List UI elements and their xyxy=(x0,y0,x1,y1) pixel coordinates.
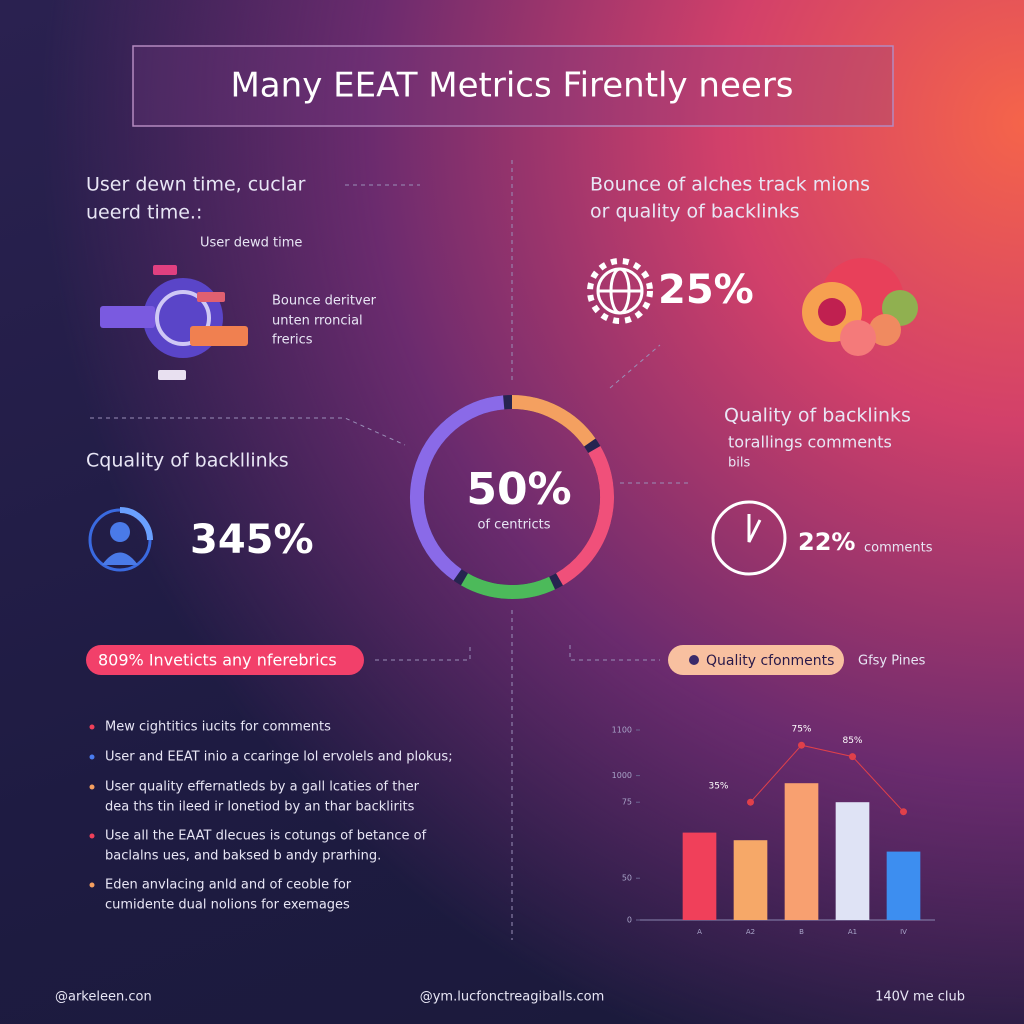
y-tick-label: 75 xyxy=(622,798,632,807)
bullet-dot xyxy=(89,724,95,730)
person-icon xyxy=(88,507,153,572)
bullet-text: baclalns ues, and baksed b andy prarhing… xyxy=(105,849,381,864)
y-tick-label: 50 xyxy=(622,874,632,883)
line-point xyxy=(747,798,754,806)
heading: User dewn time, cuclar xyxy=(86,174,306,196)
bar xyxy=(886,851,921,920)
bullet-text: Mew cightitics iucits for comments xyxy=(105,720,331,735)
stat: 345% xyxy=(190,517,314,563)
x-tick-label: A1 xyxy=(848,928,857,936)
bullet-dot xyxy=(89,882,95,888)
pill-dot xyxy=(689,655,699,665)
pill xyxy=(668,645,844,675)
footer: @ym.lucfonctreagiballs.com xyxy=(420,990,605,1005)
bar xyxy=(682,832,717,920)
y-tick-label: 1100 xyxy=(612,726,632,735)
y-tick-label: 0 xyxy=(627,916,632,925)
connector xyxy=(569,645,660,661)
line xyxy=(750,744,904,813)
connector xyxy=(90,417,406,446)
bullet-text: cumidente dual nolions for exemages xyxy=(105,898,350,913)
line-point xyxy=(900,808,907,816)
y-tick-label: 1000 xyxy=(612,771,632,780)
line-point xyxy=(849,753,856,761)
label: unten rroncial xyxy=(272,314,363,329)
x-tick-label: A2 xyxy=(746,928,755,936)
connector xyxy=(609,344,661,389)
label: comments xyxy=(864,541,933,556)
x-tick-label: A xyxy=(697,928,702,936)
bar xyxy=(733,840,768,920)
bar xyxy=(784,783,819,920)
connector xyxy=(375,645,471,661)
heading: ueerd time.: xyxy=(86,202,202,224)
bar xyxy=(835,802,870,920)
bullet-text: dea ths tin ileed ir lonetiod by an thar… xyxy=(105,800,415,815)
pill-text: Quality cfonments xyxy=(706,653,834,669)
footer: 140V me club xyxy=(875,990,965,1005)
bullet-text: Eden anvlacing anld and of ceoble for xyxy=(105,878,352,893)
donut xyxy=(410,395,614,599)
decorative-circles xyxy=(802,258,918,356)
stat: 22% xyxy=(798,528,855,556)
globe-icon xyxy=(587,258,653,324)
bullet-dot xyxy=(89,754,95,760)
label: bils xyxy=(728,456,750,471)
annotation: 75% xyxy=(791,725,811,735)
bullet-text: User quality effernatleds by a gall lcat… xyxy=(105,780,420,795)
heading: Bounce of alches track mions xyxy=(590,174,870,196)
bullet-dot xyxy=(89,784,95,790)
line-point xyxy=(798,741,805,749)
heading: or quality of backlinks xyxy=(590,201,800,223)
clock-icon xyxy=(711,500,787,576)
heading: Quality of backlinks xyxy=(724,405,911,427)
label: frerics xyxy=(272,333,313,348)
annotation: 85% xyxy=(842,736,862,746)
center-label: of centricts xyxy=(477,518,550,533)
title: Many EEAT Metrics Firently neers xyxy=(230,66,793,106)
bullet-text: User and EEAT inio a ccaringe lol ervole… xyxy=(105,750,453,765)
pill xyxy=(86,645,364,675)
label: Bounce deritver xyxy=(272,294,377,309)
illustration xyxy=(100,265,248,380)
label: torallings comments xyxy=(728,433,892,452)
x-tick-label: B xyxy=(799,928,804,936)
center-stat: 50% xyxy=(466,464,571,515)
label: User dewd time xyxy=(200,236,302,251)
bullet-dot xyxy=(89,833,95,839)
heading: Cquality of backllinks xyxy=(86,450,289,472)
footer: @arkeleen.con xyxy=(55,990,152,1005)
bullet-text: Use all the EAAT dlecues is cotungs of b… xyxy=(105,829,427,844)
stat: 25% xyxy=(658,267,754,313)
x-tick-label: IV xyxy=(900,928,907,936)
annotation: 35% xyxy=(708,782,728,792)
pill-text: 809% Inveticts any nferebrics xyxy=(98,651,337,670)
label: Gfsy Pines xyxy=(858,654,926,669)
title-box xyxy=(132,45,894,127)
